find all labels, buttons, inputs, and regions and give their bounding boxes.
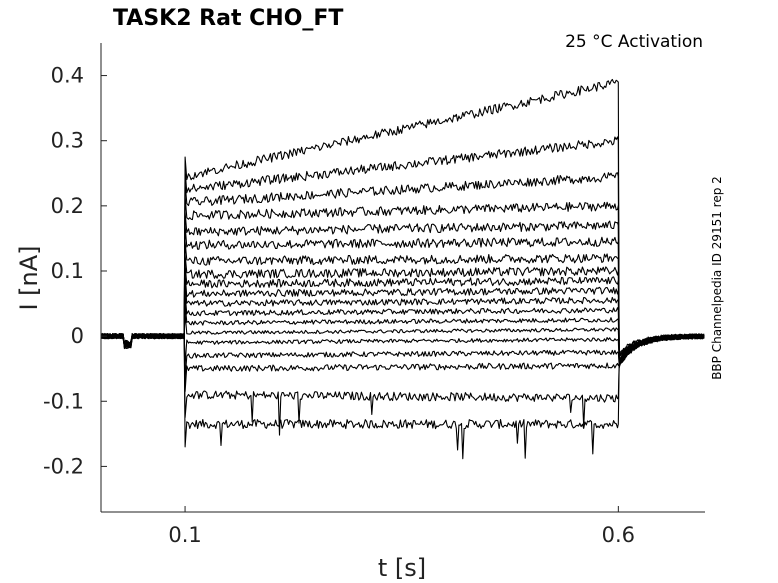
channelpedia-id-note: BBP Channelpedia ID 29151 rep 2 [710, 176, 724, 380]
current-trace [100, 333, 705, 367]
current-trace [100, 293, 705, 357]
current-trace [100, 241, 705, 363]
current-trace [100, 333, 705, 393]
current-trace [100, 303, 705, 356]
current-trace [100, 172, 705, 367]
current-trace [100, 332, 705, 380]
chart-title: TASK2 Rat CHO_FT [113, 6, 343, 31]
y-tick-label: 0.2 [51, 194, 84, 218]
x-axis-label: t [s] [378, 554, 426, 582]
y-tick-label: 0.3 [51, 129, 84, 153]
current-trace [100, 224, 705, 364]
y-tick-label: 0.1 [51, 259, 84, 283]
current-trace [100, 333, 705, 436]
current-trace [100, 211, 705, 365]
current-trace [100, 195, 705, 366]
condition-annotation: 25 °C Activation [565, 32, 703, 52]
current-trace [100, 332, 705, 460]
y-tick-label: -0.1 [43, 389, 84, 413]
x-tick-label: 0.6 [602, 523, 635, 547]
current-trace [100, 254, 705, 362]
x-axis-ticks: 0.1 0.6 [168, 506, 635, 547]
current-trace [100, 312, 705, 355]
plot-area [100, 78, 705, 460]
x-tick-label: 0.1 [168, 523, 201, 547]
current-trace [100, 273, 705, 359]
y-axis-ticks: -0.2 -0.1 0 0.1 0.2 0.3 0.4 [43, 64, 107, 478]
y-axis-label: I [nA] [15, 245, 43, 310]
current-trace [100, 283, 705, 358]
current-trace [100, 136, 705, 368]
y-tick-label: 0.4 [51, 64, 84, 88]
current-trace [100, 263, 705, 360]
y-tick-label: 0 [71, 324, 84, 348]
y-tick-label: -0.2 [43, 454, 84, 478]
current-trace [101, 78, 705, 369]
